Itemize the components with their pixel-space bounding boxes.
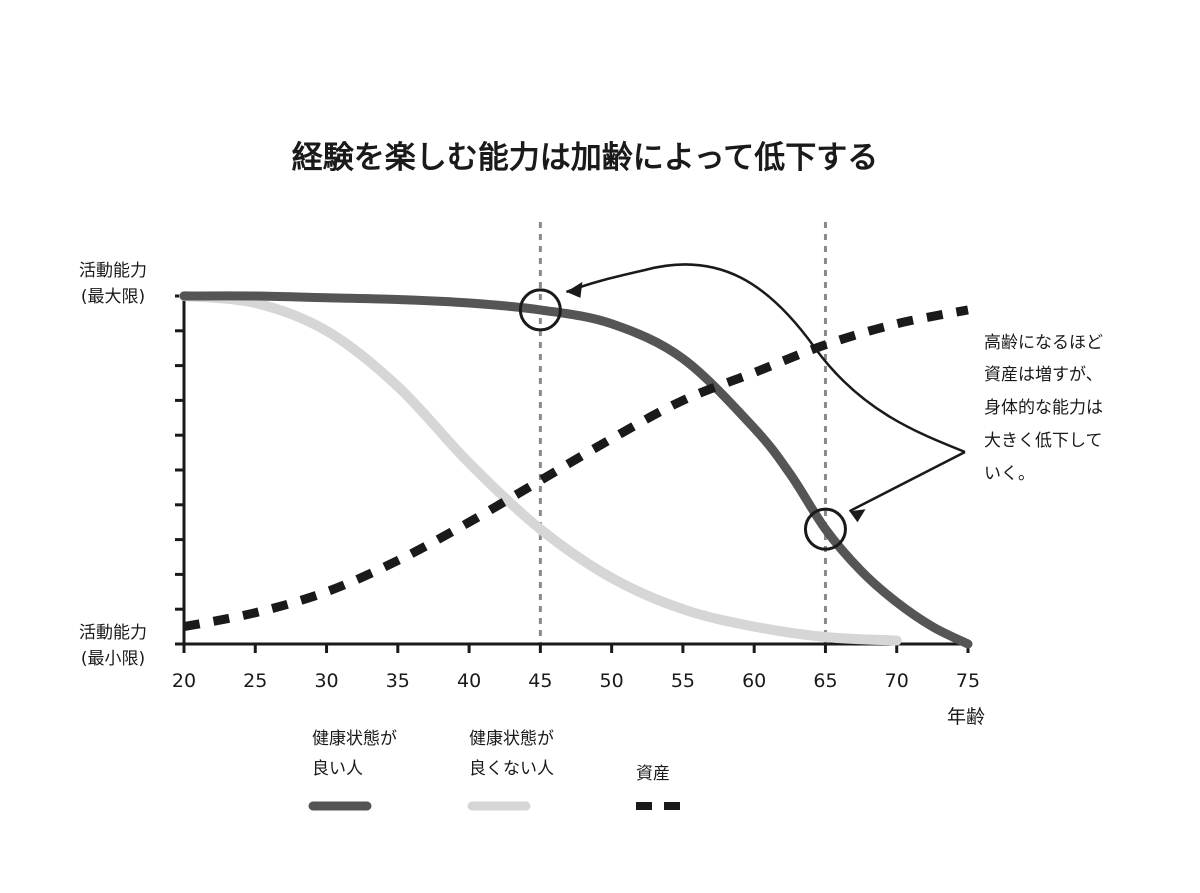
- annotation-line-1: 高齢になるほど: [984, 333, 1103, 353]
- annotation-line-3: 身体的な能力は: [984, 398, 1103, 418]
- x-tick-label: 25: [243, 670, 267, 692]
- y-label-bottom-line2: (最小限): [81, 649, 145, 669]
- highlight-circle-65: [803, 507, 847, 551]
- callout-arrow-lower: [848, 450, 966, 513]
- legend-label-assets: 資産: [636, 764, 670, 784]
- series-line-1: [179, 291, 902, 646]
- chart-title: 経験を楽しむ能力は加齢によって低下する: [292, 140, 879, 176]
- series-line-0: [179, 291, 973, 649]
- series-line-2: [183, 305, 969, 632]
- x-tick-label: 60: [742, 670, 766, 692]
- y-label-bottom-line1: 活動能力: [79, 623, 147, 643]
- x-tick-label: 40: [457, 670, 481, 692]
- x-tick-label: 45: [528, 670, 552, 692]
- x-tick-label: 20: [172, 670, 196, 692]
- annotation-line-2: 資産は増すが、: [984, 365, 1103, 385]
- legend-label-poor-health-line1: 健康状態が: [469, 729, 554, 749]
- legend: 健康状態が 良い人 健康状態が 良くない人 資産: [308, 729, 690, 811]
- callout-arrowhead-upper: [566, 281, 583, 298]
- legend-label-good-health-line1: 健康状態が: [312, 729, 397, 749]
- x-tick-label: 65: [813, 670, 837, 692]
- x-tick-label: 55: [671, 670, 695, 692]
- x-axis-label: 年齢: [947, 706, 985, 728]
- x-tick-label: 70: [885, 670, 909, 692]
- y-label-top-line1: 活動能力: [79, 261, 147, 281]
- legend-label-poor-health-line2: 良くない人: [469, 759, 554, 779]
- annotation: 高齢になるほど 資産は増すが、 身体的な能力は 大きく低下して いく。: [984, 333, 1103, 484]
- x-tick-label: 50: [600, 670, 624, 692]
- y-label-top-line2: (最大限): [81, 287, 145, 307]
- annotation-line-5: いく。: [984, 464, 1035, 484]
- annotation-line-4: 大きく低下して: [984, 431, 1103, 451]
- x-tick-label: 35: [386, 670, 410, 692]
- callout-arrowhead-lower: [849, 509, 866, 523]
- legend-label-good-health-line2: 良い人: [312, 759, 363, 779]
- callout-arrow-upper: [565, 263, 966, 454]
- highlight-circle-45: [518, 288, 562, 332]
- x-tick-label: 30: [314, 670, 338, 692]
- x-tick-label: 75: [956, 670, 980, 692]
